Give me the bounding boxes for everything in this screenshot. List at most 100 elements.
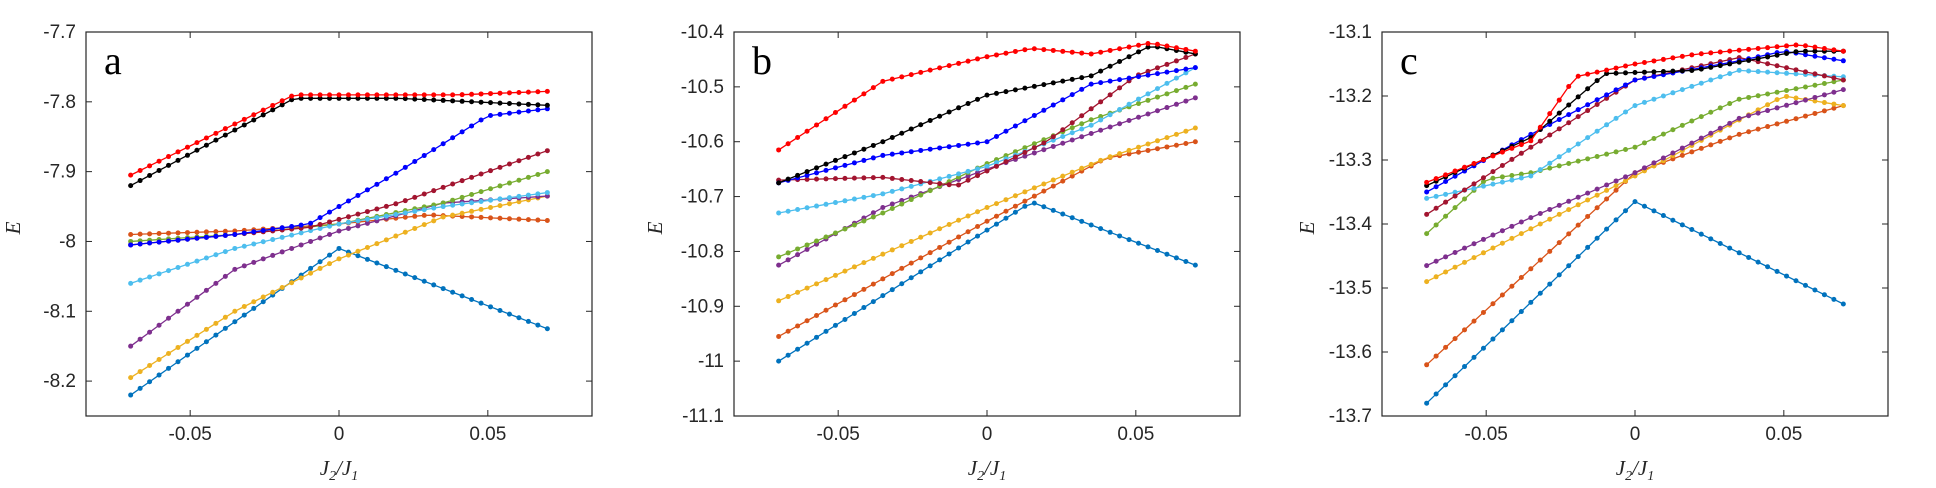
data-point [1793, 100, 1799, 106]
data-point [251, 117, 257, 123]
data-point [1136, 74, 1142, 80]
data-point [355, 218, 361, 224]
data-point [1670, 150, 1676, 156]
data-point [937, 113, 943, 119]
data-point [1575, 158, 1581, 164]
data-point [842, 297, 848, 303]
data-point [184, 144, 190, 150]
data-point [1079, 75, 1085, 81]
data-point [785, 352, 791, 358]
data-point [1641, 59, 1647, 65]
data-point [823, 277, 829, 283]
data-point [965, 173, 971, 179]
data-point [308, 270, 314, 276]
data-point [1173, 101, 1179, 107]
data-point [1490, 245, 1496, 251]
data-point [776, 210, 782, 216]
data-point [1793, 116, 1799, 122]
data-point [1537, 257, 1543, 263]
data-point [232, 319, 238, 325]
data-point [880, 78, 886, 84]
data-point [1452, 168, 1458, 174]
x-tick-label: 0.05 [1765, 424, 1802, 445]
data-point [1793, 86, 1799, 92]
data-point [1755, 259, 1761, 265]
data-point [440, 286, 446, 292]
data-point [1689, 140, 1695, 146]
data-point [488, 215, 494, 221]
data-point [213, 320, 219, 326]
data-point [1022, 47, 1028, 53]
data-point [1641, 140, 1647, 146]
data-point [1098, 114, 1104, 120]
data-point [1424, 279, 1430, 285]
data-point [804, 205, 810, 211]
data-point [1784, 273, 1790, 279]
data-point [232, 245, 238, 251]
x-label-main: J [1616, 456, 1627, 480]
data-point [1136, 101, 1142, 107]
data-point [1069, 137, 1075, 143]
data-point [984, 205, 990, 211]
data-point [535, 151, 541, 157]
data-point [1107, 63, 1113, 69]
series-s3 [128, 193, 550, 381]
data-point [317, 225, 323, 231]
data-point [918, 69, 924, 75]
data-point [1518, 219, 1524, 225]
data-point [1060, 140, 1066, 146]
data-point [1003, 89, 1009, 95]
data-point [1117, 58, 1123, 64]
data-point [842, 198, 848, 204]
data-point [440, 200, 446, 206]
data-point [1136, 49, 1142, 55]
data-point [889, 76, 895, 82]
data-point [1098, 127, 1104, 133]
data-point [1566, 207, 1572, 213]
data-point [469, 297, 475, 303]
data-point [1736, 131, 1742, 137]
data-point [478, 189, 484, 195]
data-point [1556, 97, 1562, 103]
data-point [1069, 173, 1075, 179]
data-point [1192, 65, 1198, 71]
data-point [1480, 157, 1486, 163]
data-point [1746, 57, 1752, 63]
data-point [814, 281, 820, 287]
data-point [899, 130, 905, 136]
data-point [478, 300, 484, 306]
data-point [289, 245, 295, 251]
data-point [497, 183, 503, 189]
data-point [289, 97, 295, 103]
data-point [1022, 203, 1028, 209]
data-point [956, 234, 962, 240]
data-point [469, 123, 475, 129]
data-point [1117, 77, 1123, 83]
data-point [1793, 42, 1799, 48]
data-point [1793, 67, 1799, 73]
data-point [804, 318, 810, 324]
data-point [927, 230, 933, 236]
data-point [497, 203, 503, 209]
data-point [1145, 147, 1151, 153]
data-point [1050, 183, 1056, 189]
data-point [1784, 65, 1790, 71]
data-point [488, 197, 494, 203]
data-point [469, 200, 475, 206]
data-point [213, 280, 219, 286]
data-point [1755, 126, 1761, 132]
data-point [842, 103, 848, 109]
data-point [1012, 48, 1018, 54]
data-point [166, 154, 172, 160]
data-point [1689, 68, 1695, 73]
data-point [1003, 50, 1009, 56]
data-point [1079, 126, 1085, 132]
data-point [516, 315, 522, 321]
data-point [1003, 215, 1009, 221]
data-point [184, 230, 190, 236]
data-point [1812, 94, 1818, 100]
data-point [1736, 115, 1742, 121]
data-point [260, 294, 266, 300]
data-point [222, 273, 228, 279]
data-point [222, 228, 228, 234]
